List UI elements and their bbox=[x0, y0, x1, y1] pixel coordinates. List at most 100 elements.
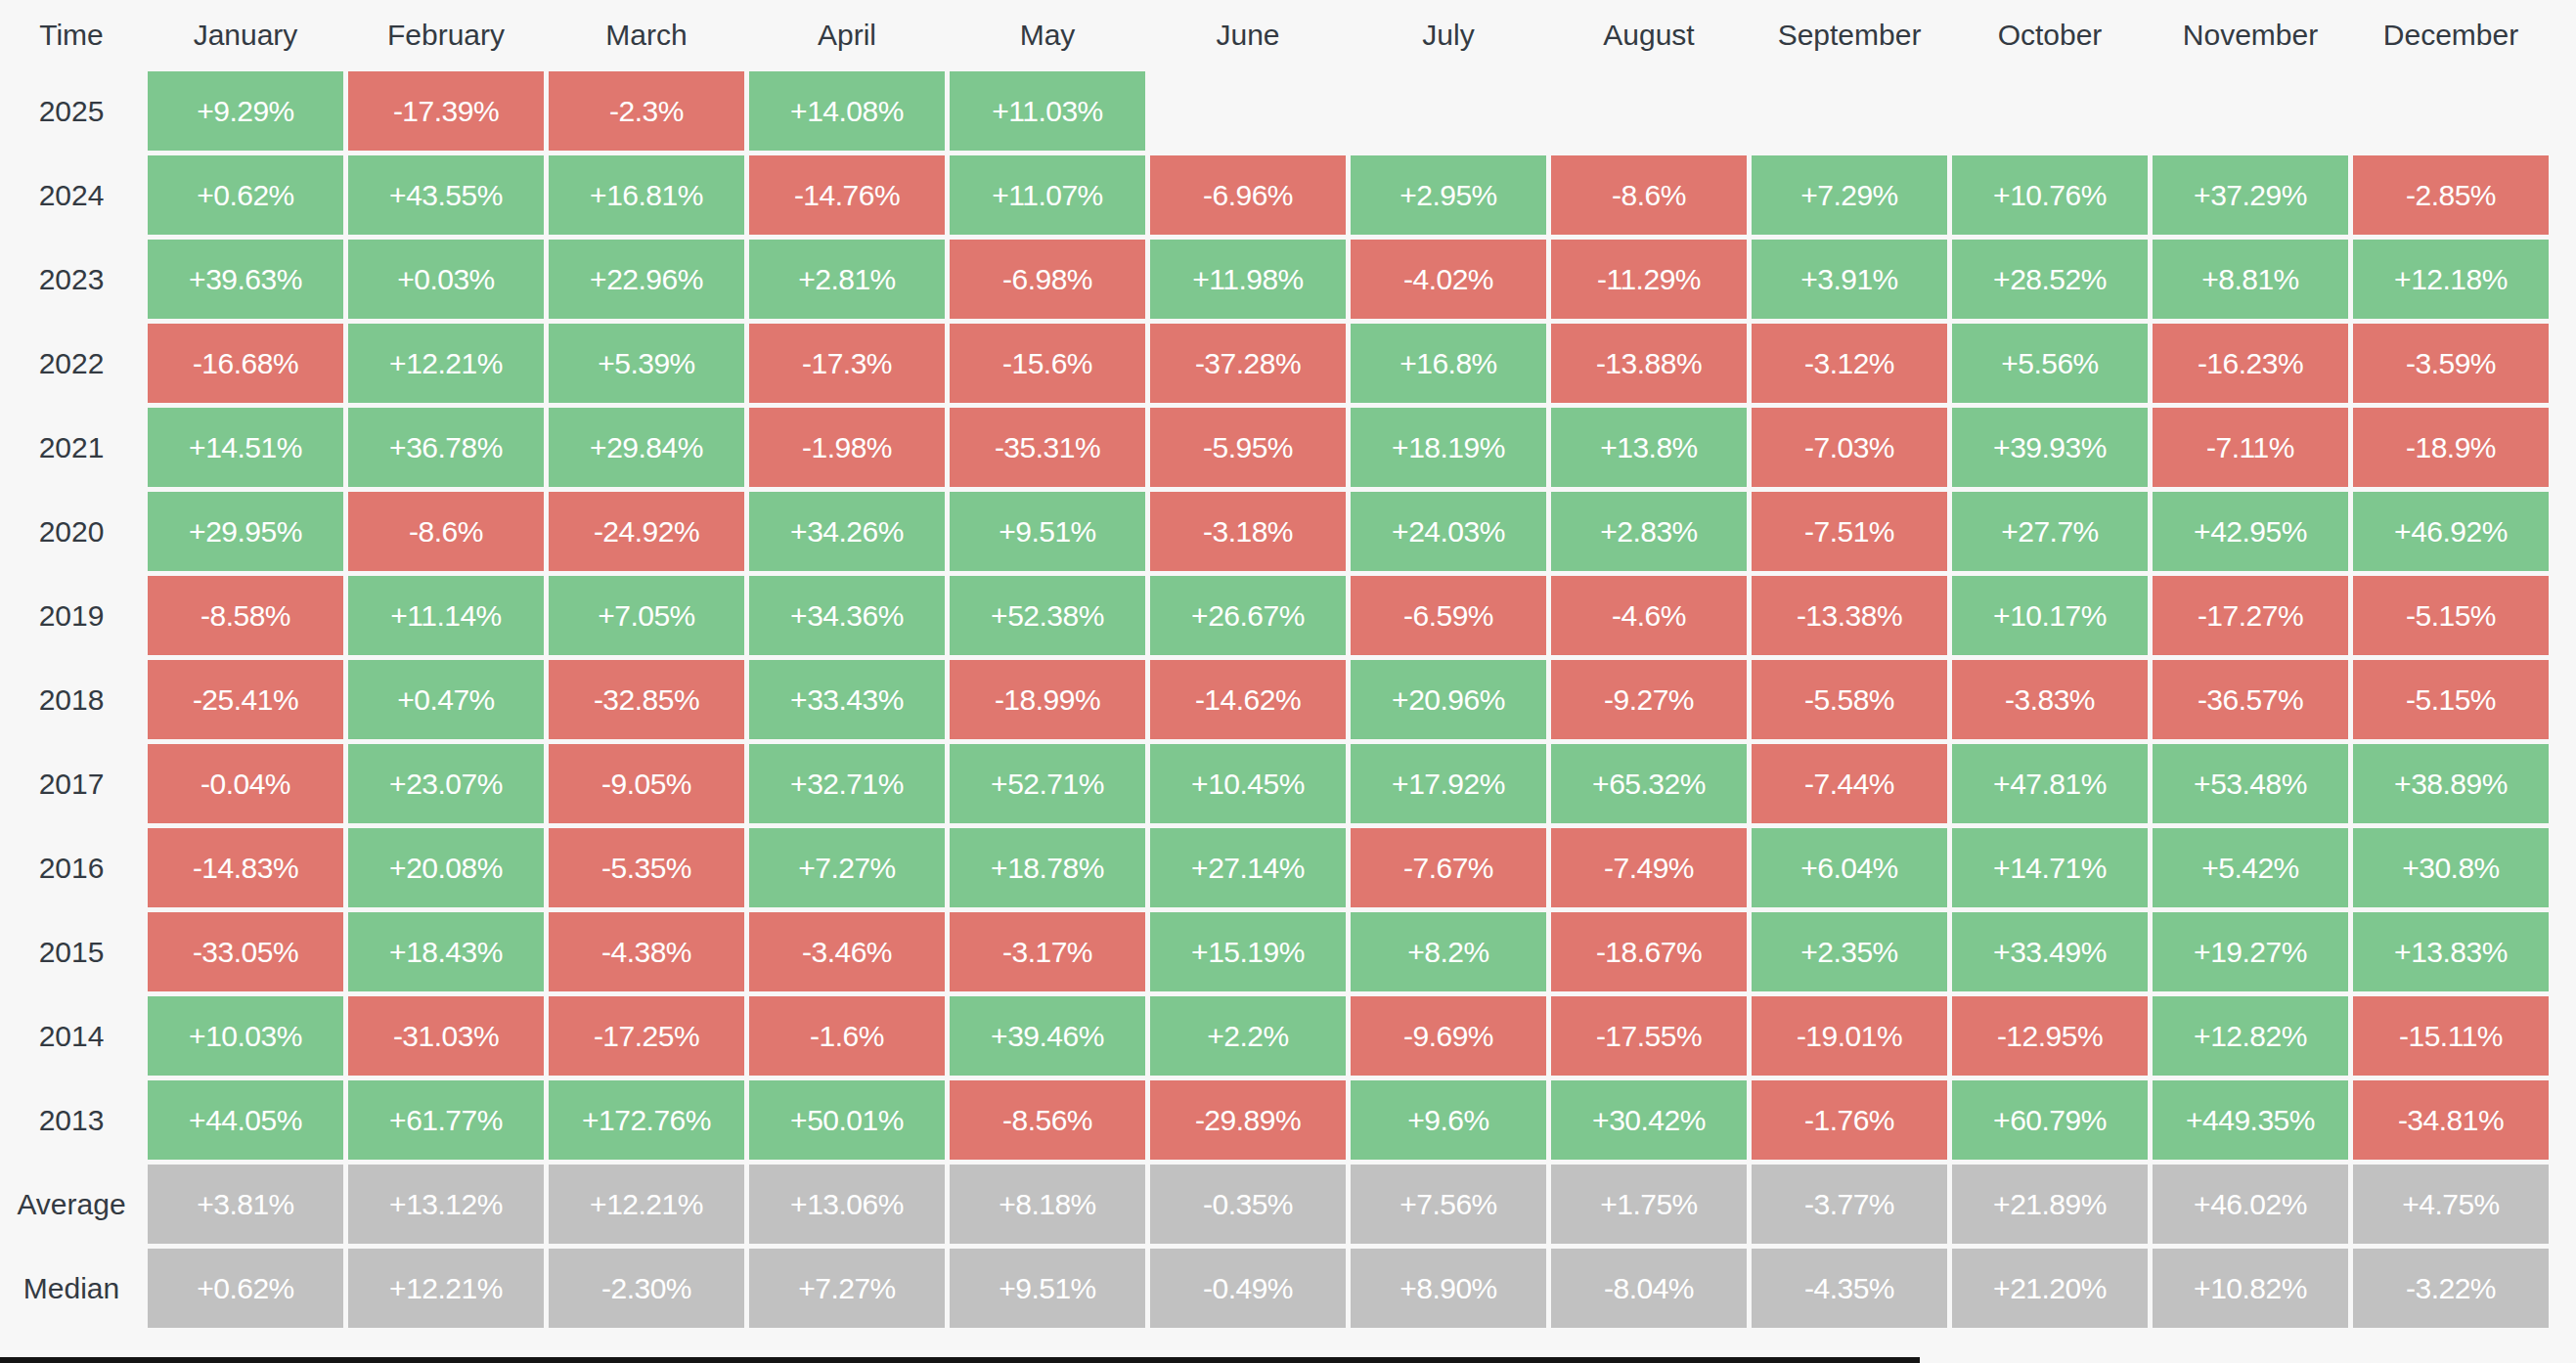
cell-2023-march: +22.96% bbox=[549, 240, 744, 319]
cell-2017-july: +17.92% bbox=[1351, 744, 1546, 823]
cell-2023-november: +8.81% bbox=[2153, 240, 2348, 319]
cell-2022-january: -16.68% bbox=[148, 324, 343, 403]
cell-average-january: +3.81% bbox=[148, 1165, 343, 1244]
cell-2013-january: +44.05% bbox=[148, 1080, 343, 1160]
cell-2020-june: -3.18% bbox=[1150, 492, 1346, 571]
cell-2014-april: -1.6% bbox=[749, 996, 945, 1076]
cell-2017-march: -9.05% bbox=[549, 744, 744, 823]
cell-2025-february: -17.39% bbox=[348, 71, 544, 151]
cell-2018-may: -18.99% bbox=[950, 660, 1145, 739]
cell-2015-october: +33.49% bbox=[1952, 912, 2148, 991]
cell-2024-march: +16.81% bbox=[549, 155, 744, 235]
row-label-2017: 2017 bbox=[0, 744, 143, 823]
cell-2019-july: -6.59% bbox=[1351, 576, 1546, 655]
cell-2018-november: -36.57% bbox=[2153, 660, 2348, 739]
cell-2013-july: +9.6% bbox=[1351, 1080, 1546, 1160]
cell-2020-november: +42.95% bbox=[2153, 492, 2348, 571]
cell-2023-september: +3.91% bbox=[1752, 240, 1947, 319]
row-label-2013: 2013 bbox=[0, 1080, 143, 1160]
cell-2014-june: +2.2% bbox=[1150, 996, 1346, 1076]
row-label-median: Median bbox=[0, 1249, 143, 1328]
cell-2014-july: -9.69% bbox=[1351, 996, 1546, 1076]
cell-2016-april: +7.27% bbox=[749, 828, 945, 907]
cell-2016-august: -7.49% bbox=[1551, 828, 1747, 907]
cell-2019-march: +7.05% bbox=[549, 576, 744, 655]
cell-2017-august: +65.32% bbox=[1551, 744, 1747, 823]
cell-2024-may: +11.07% bbox=[950, 155, 1145, 235]
cell-2015-january: -33.05% bbox=[148, 912, 343, 991]
cell-2016-september: +6.04% bbox=[1752, 828, 1947, 907]
cell-2017-september: -7.44% bbox=[1752, 744, 1947, 823]
cell-2024-february: +43.55% bbox=[348, 155, 544, 235]
cell-median-december: -3.22% bbox=[2353, 1249, 2549, 1328]
cell-2016-october: +14.71% bbox=[1952, 828, 2148, 907]
cell-2022-october: +5.56% bbox=[1952, 324, 2148, 403]
month-header-march: March bbox=[549, 4, 744, 66]
cell-average-september: -3.77% bbox=[1752, 1165, 1947, 1244]
cell-2020-august: +2.83% bbox=[1551, 492, 1747, 571]
cell-2025-january: +9.29% bbox=[148, 71, 343, 151]
cell-2017-june: +10.45% bbox=[1150, 744, 1346, 823]
cell-2021-november: -7.11% bbox=[2153, 408, 2348, 487]
cell-2022-february: +12.21% bbox=[348, 324, 544, 403]
cell-2022-june: -37.28% bbox=[1150, 324, 1346, 403]
cell-2020-january: +29.95% bbox=[148, 492, 343, 571]
cell-2025-september bbox=[1752, 71, 1947, 151]
cell-2020-april: +34.26% bbox=[749, 492, 945, 571]
cell-median-april: +7.27% bbox=[749, 1249, 945, 1328]
cell-2025-december bbox=[2353, 71, 2549, 151]
cell-2013-may: -8.56% bbox=[950, 1080, 1145, 1160]
cell-2019-may: +52.38% bbox=[950, 576, 1145, 655]
cell-2021-october: +39.93% bbox=[1952, 408, 2148, 487]
cell-2025-august bbox=[1551, 71, 1747, 151]
cell-2016-december: +30.8% bbox=[2353, 828, 2549, 907]
cell-2023-january: +39.63% bbox=[148, 240, 343, 319]
cell-2022-september: -3.12% bbox=[1752, 324, 1947, 403]
cell-2015-march: -4.38% bbox=[549, 912, 744, 991]
cell-2023-december: +12.18% bbox=[2353, 240, 2549, 319]
cell-2019-february: +11.14% bbox=[348, 576, 544, 655]
cell-2018-december: -5.15% bbox=[2353, 660, 2549, 739]
cell-2014-may: +39.46% bbox=[950, 996, 1145, 1076]
cell-2017-november: +53.48% bbox=[2153, 744, 2348, 823]
cell-average-february: +13.12% bbox=[348, 1165, 544, 1244]
cell-median-march: -2.30% bbox=[549, 1249, 744, 1328]
cell-2013-april: +50.01% bbox=[749, 1080, 945, 1160]
cell-2013-november: +449.35% bbox=[2153, 1080, 2348, 1160]
cell-2021-march: +29.84% bbox=[549, 408, 744, 487]
cell-median-november: +10.82% bbox=[2153, 1249, 2348, 1328]
cell-2024-october: +10.76% bbox=[1952, 155, 2148, 235]
row-label-2018: 2018 bbox=[0, 660, 143, 739]
cell-2022-may: -15.6% bbox=[950, 324, 1145, 403]
cell-2014-december: -15.11% bbox=[2353, 996, 2549, 1076]
cell-2021-may: -35.31% bbox=[950, 408, 1145, 487]
row-label-2025: 2025 bbox=[0, 71, 143, 151]
cell-2016-january: -14.83% bbox=[148, 828, 343, 907]
month-header-november: November bbox=[2153, 4, 2348, 66]
cell-average-june: -0.35% bbox=[1150, 1165, 1346, 1244]
cell-2015-june: +15.19% bbox=[1150, 912, 1346, 991]
cell-2024-june: -6.96% bbox=[1150, 155, 1346, 235]
cell-2018-july: +20.96% bbox=[1351, 660, 1546, 739]
cell-average-october: +21.89% bbox=[1952, 1165, 2148, 1244]
row-label-2021: 2021 bbox=[0, 408, 143, 487]
month-header-october: October bbox=[1952, 4, 2148, 66]
cell-2021-april: -1.98% bbox=[749, 408, 945, 487]
cell-2018-september: -5.58% bbox=[1752, 660, 1947, 739]
cell-2023-july: -4.02% bbox=[1351, 240, 1546, 319]
cell-2023-august: -11.29% bbox=[1551, 240, 1747, 319]
cell-2016-february: +20.08% bbox=[348, 828, 544, 907]
cell-2013-august: +30.42% bbox=[1551, 1080, 1747, 1160]
month-header-february: February bbox=[348, 4, 544, 66]
cell-2024-august: -8.6% bbox=[1551, 155, 1747, 235]
row-label-2015: 2015 bbox=[0, 912, 143, 991]
cell-2023-february: +0.03% bbox=[348, 240, 544, 319]
cell-average-november: +46.02% bbox=[2153, 1165, 2348, 1244]
cell-2016-may: +18.78% bbox=[950, 828, 1145, 907]
cell-2021-january: +14.51% bbox=[148, 408, 343, 487]
cell-median-january: +0.62% bbox=[148, 1249, 343, 1328]
cell-2025-june bbox=[1150, 71, 1346, 151]
cell-average-april: +13.06% bbox=[749, 1165, 945, 1244]
cell-2018-january: -25.41% bbox=[148, 660, 343, 739]
cell-2024-july: +2.95% bbox=[1351, 155, 1546, 235]
